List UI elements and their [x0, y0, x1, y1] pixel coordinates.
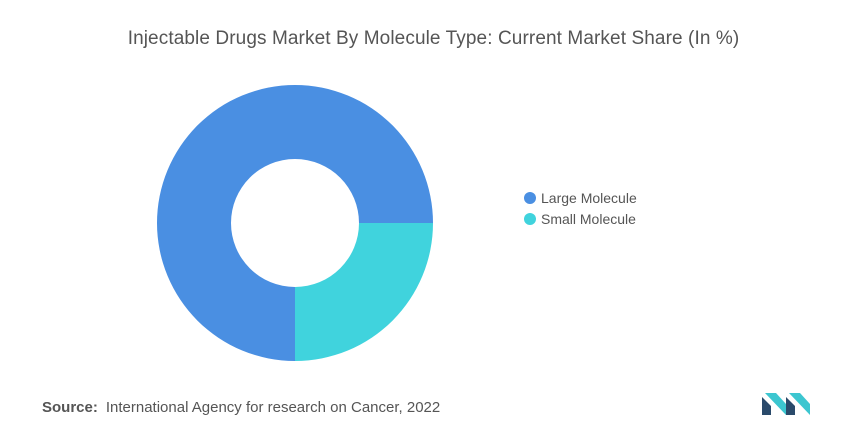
- source-text: International Agency for research on Can…: [105, 399, 441, 416]
- legend-swatch-small-molecule: [524, 212, 536, 225]
- chart-legend: Large Molecule Small Molecule: [524, 187, 637, 229]
- legend-item-large-molecule: Large Molecule: [524, 187, 637, 208]
- chart-title: Injectable Drugs Market By Molecule Type…: [127, 28, 740, 49]
- donut-slice-large-molecule: [157, 85, 433, 361]
- donut-chart: [157, 85, 433, 361]
- source-label: Source:: [42, 399, 98, 416]
- legend-label-small-molecule: Small Molecule: [541, 210, 636, 227]
- donut-slice-small-molecule: [295, 223, 433, 361]
- legend-swatch-large-molecule: [524, 191, 536, 204]
- legend-item-small-molecule: Small Molecule: [524, 208, 637, 229]
- source-note: Source: International Agency for research…: [42, 399, 440, 416]
- legend-label-large-molecule: Large Molecule: [541, 189, 637, 206]
- mordor-intelligence-logo-icon: [762, 393, 810, 415]
